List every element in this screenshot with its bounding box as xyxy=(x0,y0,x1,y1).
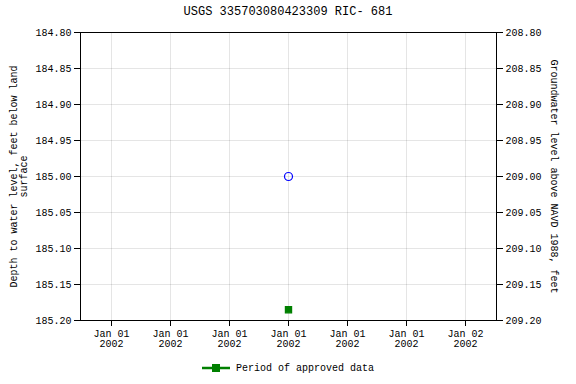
svg-text:209.20: 209.20 xyxy=(506,316,542,327)
svg-text:209.00: 209.00 xyxy=(506,172,542,183)
svg-text:208.80: 208.80 xyxy=(506,28,542,39)
svg-text:209.10: 209.10 xyxy=(506,244,542,255)
svg-text:208.95: 208.95 xyxy=(506,136,542,147)
svg-text:Jan 012002: Jan 012002 xyxy=(152,329,188,350)
svg-text:184.90: 184.90 xyxy=(35,100,71,111)
html-text:Period of approved data: Period of approved data xyxy=(236,362,374,374)
svg-text:184.95: 184.95 xyxy=(35,136,71,147)
svg-text:Jan 012002: Jan 012002 xyxy=(388,329,424,350)
svg-text:184.85: 184.85 xyxy=(35,64,71,75)
svg-text:185.15: 185.15 xyxy=(35,280,71,291)
svg-text:185.00: 185.00 xyxy=(35,172,71,183)
svg-text:208.90: 208.90 xyxy=(506,100,542,111)
svg-text:Jan 012002: Jan 012002 xyxy=(270,329,306,350)
svg-text:184.80: 184.80 xyxy=(35,28,71,39)
svg-text:Depth to water level, feet bel: Depth to water level, feet below landsur… xyxy=(9,65,30,287)
svg-text:209.15: 209.15 xyxy=(506,280,542,291)
svg-text:Jan 022002: Jan 022002 xyxy=(447,329,483,350)
svg-text:208.85: 208.85 xyxy=(506,64,542,75)
svg-text:Jan 012002: Jan 012002 xyxy=(211,329,247,350)
svg-text:185.05: 185.05 xyxy=(35,208,71,219)
svg-text:Groundwater level above NAVD 1: Groundwater level above NAVD 1988, feet xyxy=(548,59,559,293)
svg-text:209.05: 209.05 xyxy=(506,208,542,219)
html-text:USGS 335703080423309 RIC- 681: USGS 335703080423309 RIC- 681 xyxy=(183,5,393,19)
svg-text:185.20: 185.20 xyxy=(35,316,71,327)
svg-text:Jan 012002: Jan 012002 xyxy=(93,329,129,350)
svg-text:Jan 012002: Jan 012002 xyxy=(329,329,365,350)
svg-text:185.10: 185.10 xyxy=(35,244,71,255)
